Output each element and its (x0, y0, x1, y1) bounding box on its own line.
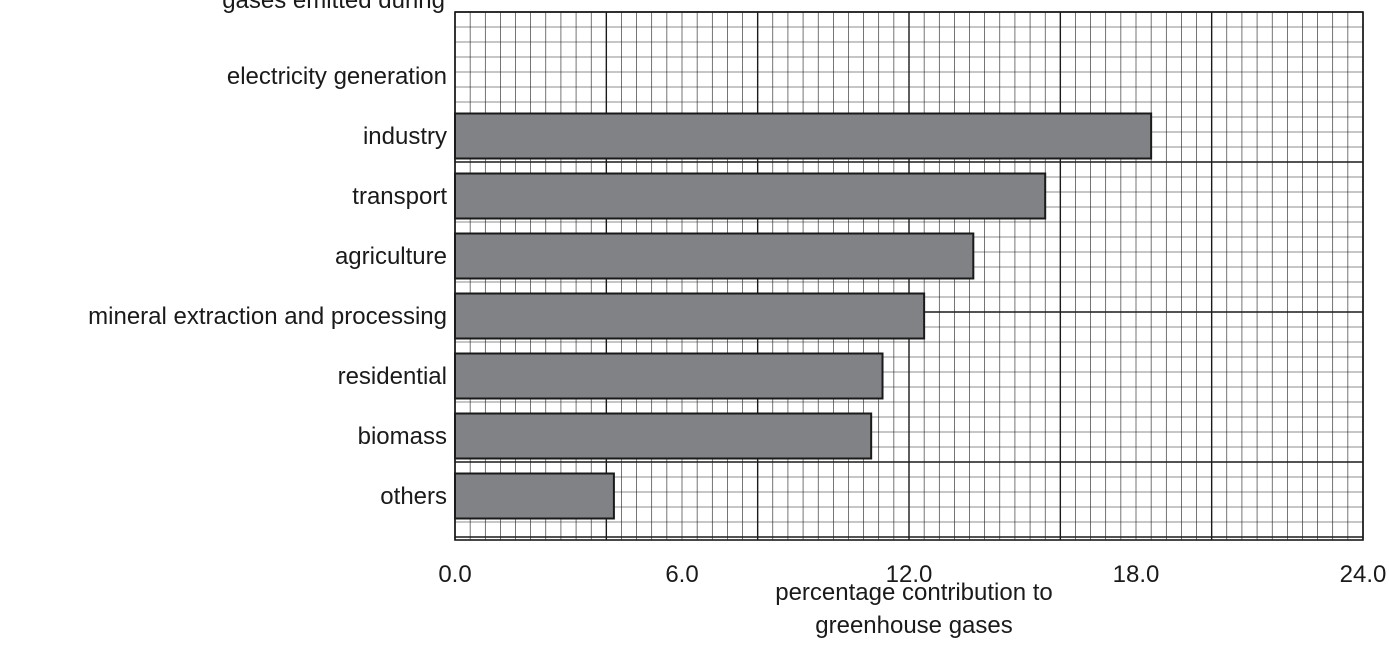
category-label: electricity generation (227, 63, 447, 90)
bar (454, 232, 975, 280)
bar (454, 352, 884, 400)
bar (454, 412, 873, 460)
category-label: residential (338, 363, 447, 390)
bars (454, 112, 1153, 520)
bar (454, 472, 615, 520)
category-labels: electricity generation industry transport a… (88, 63, 447, 510)
bar (454, 292, 926, 340)
category-label: industry (363, 123, 447, 150)
category-label: biomass (358, 423, 447, 450)
category-label: mineral extraction and processing (88, 303, 447, 330)
x-axis-title-line-1: percentage contribution to (775, 579, 1053, 606)
category-label: agriculture (335, 243, 447, 270)
category-label: others (380, 483, 447, 510)
x-tick-labels: 0.0 6.0 12.0 18.0 24.0 (438, 561, 1386, 588)
x-tick-label: 18.0 (1113, 561, 1160, 588)
bar (454, 172, 1047, 220)
x-tick-label: 12.0 (886, 561, 933, 588)
x-tick-label: 6.0 (665, 561, 698, 588)
partial-top-text: gases emitted during (222, 0, 445, 14)
x-tick-label: 24.0 (1340, 561, 1387, 588)
category-label: transport (352, 183, 447, 210)
bar (454, 112, 1153, 160)
x-axis-title-line-2: greenhouse gases (815, 612, 1012, 639)
x-tick-label: 0.0 (438, 561, 471, 588)
